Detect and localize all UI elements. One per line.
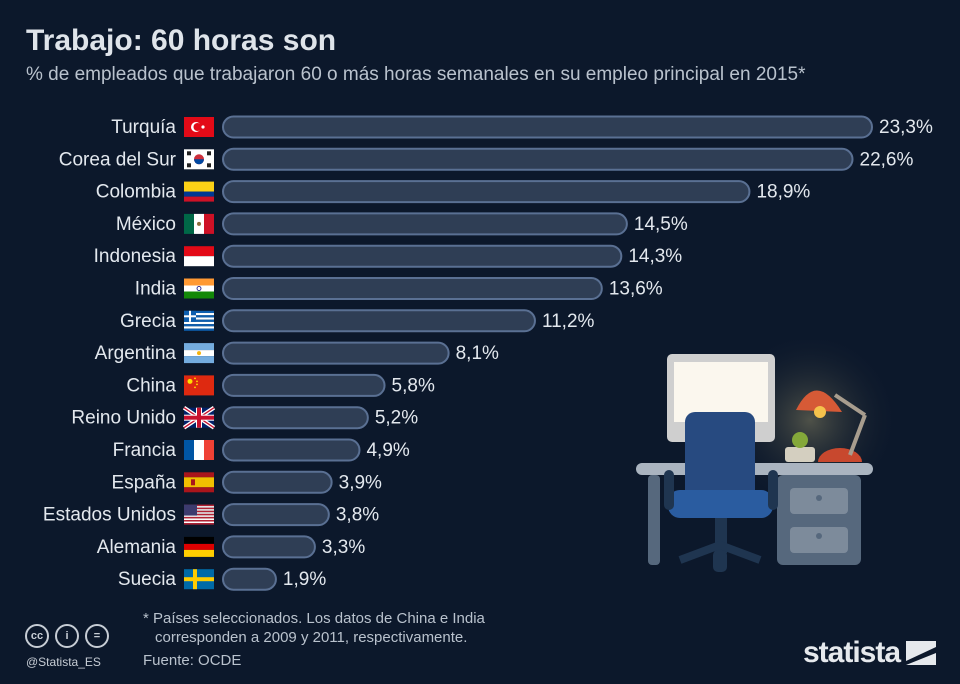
category-label: México [116, 214, 176, 235]
colombia-flag-icon [184, 181, 214, 202]
data-label: 22,6% [860, 149, 914, 170]
cc-icon: cc [25, 624, 49, 648]
bar [222, 373, 386, 397]
bar-row: Suecia 1,9% [118, 567, 326, 591]
bar [222, 406, 369, 430]
bar-row: Turquía 23,3% [111, 115, 933, 139]
bar [222, 212, 628, 236]
greece-flag-icon [184, 310, 214, 331]
bar [222, 341, 450, 365]
germany-flag-icon [184, 536, 214, 557]
category-label: Argentina [95, 343, 177, 364]
sweden-flag-icon [184, 569, 214, 590]
argentina-flag-icon [184, 343, 214, 364]
bar-row: México 14,5% [116, 212, 688, 236]
data-label: 14,3% [628, 246, 682, 267]
france-flag-icon [184, 440, 214, 460]
statista-mark-icon [906, 641, 937, 665]
by-icon: i [55, 624, 79, 648]
data-label: 8,1% [456, 343, 499, 364]
indonesia-flag-icon [184, 246, 214, 267]
bar-row: Indonesia 14,3% [94, 244, 682, 268]
category-label: China [126, 375, 176, 396]
data-label: 3,3% [322, 537, 365, 558]
bar [222, 503, 330, 527]
data-label: 5,8% [392, 375, 435, 396]
category-label: Estados Unidos [43, 505, 176, 526]
category-label: Suecia [118, 569, 177, 590]
footnote-line-1: * Países seleccionados. Los datos de Chi… [143, 610, 485, 627]
uk-flag-icon [182, 406, 216, 430]
bar-row: Corea del Sur 22,6% [59, 147, 914, 171]
category-label: Colombia [96, 182, 177, 203]
statista-logo: statista [803, 636, 937, 670]
bar-row: Argentina 8,1% [95, 341, 499, 365]
license-icons: cc i = [25, 624, 109, 648]
bar [222, 438, 361, 462]
bar [222, 309, 536, 333]
twitter-handle: @Statista_ES [26, 655, 101, 669]
data-label: 13,6% [609, 279, 663, 300]
turkey-flag-icon [184, 117, 214, 137]
bar-row: Estados Unidos 3,8% [43, 503, 379, 527]
data-label: 3,9% [339, 472, 382, 493]
bar-row: España 3,9% [112, 470, 382, 494]
bar [222, 115, 873, 139]
chart-subtitle: % de empleados que trabajaron 60 o más h… [26, 64, 806, 85]
category-label: Corea del Sur [59, 149, 177, 170]
bar-row: Alemania 3,3% [97, 535, 365, 559]
category-label: Grecia [120, 311, 176, 332]
mexico-flag-icon [184, 213, 214, 234]
bar [222, 277, 603, 300]
bar-row: Grecia 11,2% [120, 309, 595, 333]
brand-text: statista [803, 636, 901, 669]
bar-row: Francia 4,9% [113, 438, 410, 462]
bar [222, 147, 854, 171]
category-label: Francia [113, 440, 177, 461]
bar [222, 180, 751, 204]
spain-flag-icon [184, 472, 214, 493]
usa-flag-icon [184, 504, 214, 525]
category-label: Reino Unido [71, 408, 176, 429]
south-korea-flag-icon [184, 149, 214, 170]
category-label: Alemania [97, 537, 177, 558]
data-label: 3,8% [336, 505, 379, 526]
data-label: 23,3% [879, 117, 933, 138]
bar-row: Reino Unido 5,2% [71, 406, 418, 430]
category-label: Turquía [111, 117, 176, 138]
bar [222, 567, 277, 591]
category-label: Indonesia [94, 246, 177, 267]
footnote-line-2: corresponden a 2009 y 2011, respectivame… [155, 629, 468, 646]
data-label: 11,2% [542, 311, 595, 332]
data-label: 4,9% [366, 440, 409, 461]
desk-illustration [636, 340, 900, 572]
data-label: 1,9% [283, 569, 326, 590]
data-label: 14,5% [634, 214, 688, 235]
india-flag-icon [184, 278, 214, 299]
data-label: 18,9% [756, 182, 810, 203]
bar [222, 244, 623, 268]
bar-chart: Turquía 23,3% Corea del Sur 22,6% Colombia 18… [43, 115, 933, 591]
bar-row: China 5,8% [126, 373, 435, 397]
data-label: 5,2% [375, 408, 418, 429]
chart-title: Trabajo: 60 horas son [26, 24, 337, 57]
bar [222, 535, 316, 559]
nd-icon: = [85, 624, 109, 648]
category-label: España [112, 472, 177, 493]
category-label: India [135, 279, 177, 300]
bar-row: Colombia 18,9% [96, 180, 810, 204]
china-flag-icon [184, 375, 214, 396]
source: Fuente: OCDE [143, 652, 242, 669]
footnote: * Países seleccionados. Los datos de Chi… [143, 609, 485, 647]
bar [222, 470, 333, 494]
bar-row: India 13,6% [135, 277, 663, 300]
